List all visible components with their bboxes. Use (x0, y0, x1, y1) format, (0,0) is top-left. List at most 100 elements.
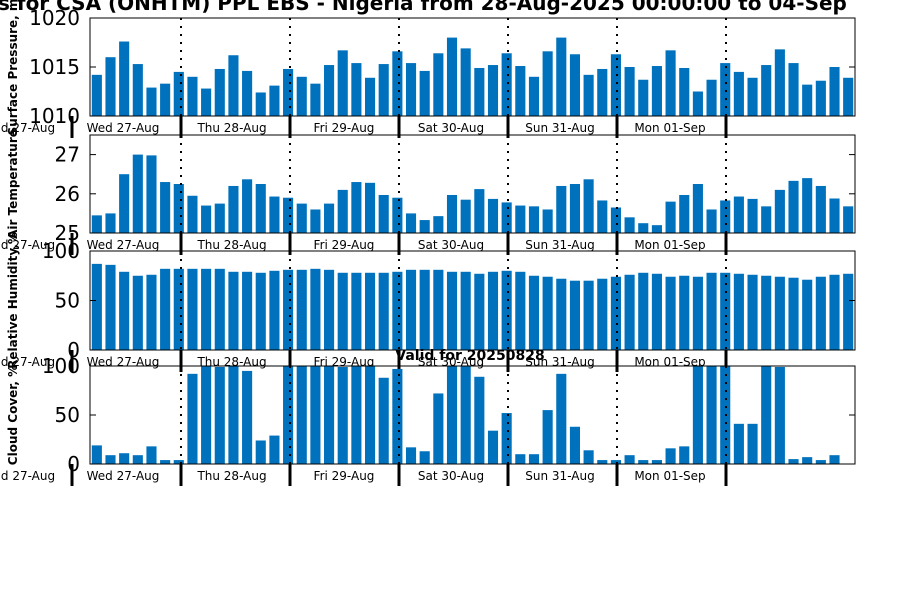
day-label: Sun 31-Aug (525, 469, 594, 483)
bar (283, 68, 294, 116)
bar (242, 271, 253, 350)
bar (119, 271, 130, 350)
day-label: Sat 30-Aug (418, 238, 484, 252)
bar (815, 185, 826, 233)
bar (160, 268, 171, 350)
bar (843, 273, 854, 350)
bar (624, 455, 635, 464)
bar (692, 184, 703, 233)
bar (433, 393, 444, 464)
day-label: Sun 31-Aug (525, 121, 594, 135)
bar (269, 435, 280, 464)
bar (337, 272, 348, 350)
bar (324, 269, 335, 350)
bar (542, 410, 553, 464)
bar (255, 92, 266, 116)
bar (761, 275, 772, 350)
bar (146, 155, 157, 233)
bar (583, 280, 594, 350)
bar (419, 451, 430, 464)
bar (747, 423, 758, 464)
bar (214, 68, 225, 116)
day-label: Thu 28-Aug (196, 238, 266, 252)
bar (91, 74, 102, 116)
bar (91, 445, 102, 464)
bar (187, 195, 198, 233)
bar (296, 203, 307, 233)
bar (242, 70, 253, 116)
bar (337, 189, 348, 233)
bar (433, 53, 444, 116)
bar (187, 373, 198, 464)
day-label: d 27-Aug (1, 469, 55, 483)
bar (269, 270, 280, 350)
bar (351, 63, 362, 116)
bar (706, 79, 717, 116)
bar (638, 460, 649, 464)
bar (460, 48, 471, 116)
bar (310, 366, 321, 464)
bar (542, 209, 553, 233)
y-axis-label: Cloud Cover, % (6, 365, 20, 465)
day-label: d 27-Aug (1, 238, 55, 252)
bar (364, 366, 376, 464)
bar (378, 194, 389, 233)
bar (228, 55, 239, 116)
bar (487, 65, 499, 116)
bar (419, 220, 430, 233)
bar (337, 50, 348, 117)
bar (706, 209, 717, 233)
bar (583, 74, 594, 116)
bar (228, 271, 239, 350)
bar (815, 460, 826, 464)
bar (556, 185, 567, 233)
bar (324, 366, 335, 464)
bar (146, 274, 157, 350)
bar (843, 206, 854, 233)
bar (173, 71, 184, 116)
bar (692, 91, 703, 116)
bar (679, 446, 690, 464)
bar (747, 274, 758, 350)
bar (556, 278, 567, 350)
bar (351, 272, 362, 350)
bar (324, 65, 335, 116)
bar (788, 459, 799, 464)
bar (105, 213, 116, 233)
panel-1: d 27-Aug Wed 27-Aug Thu 28-Aug Fri 29-Aug Sa… (1, 0, 856, 138)
bar (706, 366, 717, 464)
bar (556, 37, 567, 116)
bar (364, 272, 376, 350)
day-label: Sat 30-Aug (418, 469, 484, 483)
bar (91, 215, 102, 233)
bar (747, 198, 758, 233)
bar (474, 67, 485, 116)
chart-panels: d 27-Aug Wed 27-Aug Thu 28-Aug Fri 29-Aug Sa… (1, 0, 856, 486)
bar (351, 366, 362, 464)
bar (501, 413, 512, 464)
day-label: Wed 27-Aug (87, 238, 160, 252)
bar (324, 203, 335, 233)
bar (310, 209, 321, 233)
bar (665, 448, 676, 464)
bar (761, 65, 772, 116)
bar (405, 213, 417, 233)
figure-title: s for CSA (ONHTM) PPL EBS - Nigeria from… (0, 0, 847, 15)
panel-title: Valid for 20250828 (395, 348, 544, 364)
day-label: Mon 01-Sep (634, 469, 705, 483)
bar (747, 77, 758, 116)
bar (528, 454, 540, 464)
bar (651, 225, 662, 233)
bar (638, 223, 649, 233)
bar (160, 83, 171, 116)
bar (788, 180, 799, 233)
bar (405, 269, 417, 350)
bar (296, 76, 307, 116)
bar (528, 206, 540, 233)
bar (378, 377, 389, 464)
bar (242, 179, 253, 233)
bar (337, 366, 348, 464)
bar (774, 366, 785, 464)
bar (228, 366, 239, 464)
